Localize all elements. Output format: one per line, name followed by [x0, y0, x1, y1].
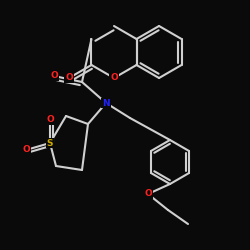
- Text: O: O: [46, 116, 54, 124]
- Text: O: O: [22, 146, 30, 154]
- Text: O: O: [144, 190, 152, 198]
- Text: O: O: [110, 74, 118, 82]
- Text: S: S: [47, 138, 53, 147]
- Text: N: N: [102, 98, 110, 108]
- Text: O: O: [65, 74, 73, 82]
- Text: O: O: [50, 72, 58, 80]
